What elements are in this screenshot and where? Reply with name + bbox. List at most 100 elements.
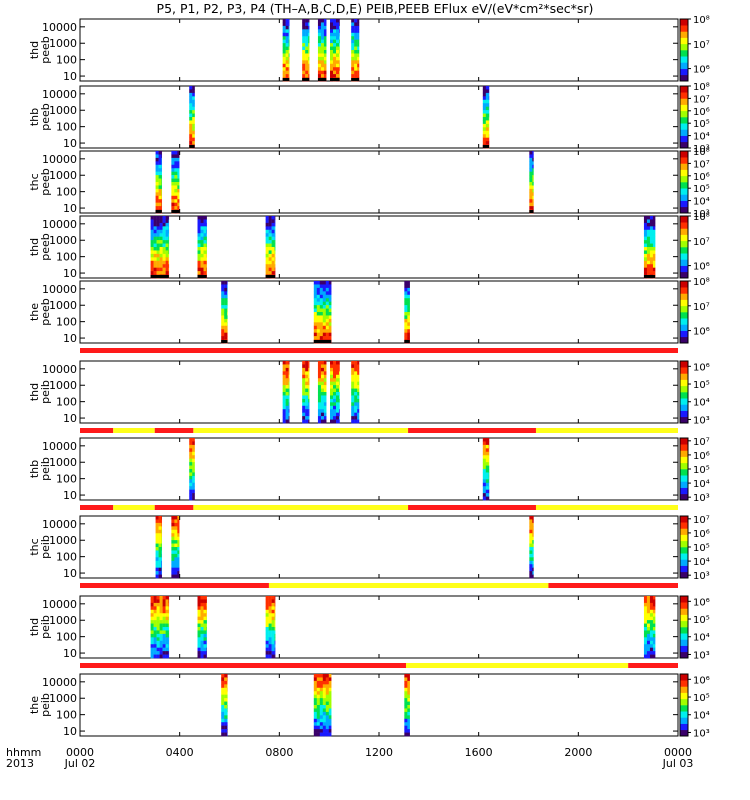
heatmap-cell [268,613,272,617]
heatmap-cell [268,229,272,234]
heatmap-cell [317,419,322,424]
heatmap-cell [265,627,269,631]
heatmap-cell [330,39,334,44]
heatmap-cell [153,640,157,645]
heatmap-cell [308,398,310,403]
heatmap-cell [404,308,408,313]
heatmap-cell [319,691,323,695]
heatmap-cell [156,253,160,258]
heatmap-cell [271,609,275,614]
y-tick-label: 10 [63,412,77,425]
heatmap-cell [177,522,180,527]
heatmap-cell [485,134,490,138]
heatmap-cell [156,654,160,659]
colorbar-swatch [680,444,688,451]
heatmap-cell [339,70,340,75]
heatmap-cell [192,458,195,463]
heatmap-cell [150,240,154,244]
heatmap-cell [320,32,325,37]
heatmap-cell [192,451,195,456]
heatmap-cell [285,63,289,68]
heatmap-cell [328,701,332,706]
heatmap-cell [174,192,178,197]
heatmap-cell [171,171,175,176]
heatmap-cell [288,381,290,386]
heatmap-cell [192,106,195,111]
heatmap-cell [285,19,289,23]
heatmap-cell [485,127,490,132]
heatmap-cell [271,226,275,231]
heatmap-cell [529,168,533,172]
heatmap-cell [162,271,166,275]
heatmap-cell [652,644,656,648]
heatmap-cell [224,711,228,716]
heatmap-cell [308,405,310,410]
heatmap-cell [224,674,228,678]
heatmap-cell [305,367,309,372]
heatmap-cell [407,329,410,333]
heatmap-cell [308,74,310,78]
heatmap-cell [285,32,289,37]
colorbar-swatch [680,571,688,579]
heatmap-cell [313,680,317,685]
heatmap-cell [313,698,317,702]
heatmap-cell [482,496,487,501]
heatmap-cell [325,308,329,313]
heatmap-cell [333,392,337,396]
heatmap-cell [224,694,228,699]
heatmap-cell [165,233,169,237]
heatmap-cell [165,250,169,255]
heatmap-cell [328,684,332,689]
x-tick-label: 2000 [564,746,592,759]
heatmap-cell [155,178,159,183]
heatmap-cell [156,613,160,617]
heatmap-cell [339,32,340,37]
y-tick-label: 10000 [42,598,77,611]
heatmap-cell [351,409,355,413]
heatmap-cell [271,264,275,268]
heatmap-cell [652,253,656,258]
heatmap-cell [330,50,334,54]
heatmap-cell [529,199,533,203]
heatmap-cell [308,381,310,386]
spectrogram-burst [155,151,163,214]
panel-frame [79,437,679,501]
heatmap-cell [282,43,286,47]
heatmap-cell [285,388,289,393]
heatmap-cell [189,103,193,107]
heatmap-cell [646,606,651,611]
heatmap-cell [336,29,340,34]
heatmap-cell [357,385,360,389]
heatmap-cell [203,613,207,617]
heatmap-cell [323,374,327,379]
heatmap-cell [316,301,320,306]
heatmap-cell [320,409,325,413]
heatmap-cell [155,151,159,155]
heatmap-cell [482,113,487,118]
heatmap-cell [354,412,358,417]
panel-ylabel-line2: peib [39,380,52,404]
heatmap-cell [357,43,360,47]
heatmap-cell [330,416,334,420]
heatmap-cell [274,633,276,638]
heatmap-cell [162,616,166,621]
heatmap-cell [323,419,327,424]
heatmap-cell [649,633,654,638]
heatmap-cell [482,441,487,446]
heatmap-cell [407,294,410,299]
heatmap-cell [156,226,160,231]
heatmap-cell [162,609,166,614]
heatmap-cell [271,620,275,624]
low-energy-band [171,210,180,213]
heatmap-cell [285,381,289,386]
heatmap-cell [308,374,310,379]
heatmap-cell [305,402,309,407]
colorbar-swatch [680,25,688,32]
heatmap-cell [162,216,166,220]
heatmap-cell [162,267,166,272]
heatmap-cell [274,647,276,652]
heatmap-cell [174,199,178,203]
heatmap-cell [339,385,340,389]
heatmap-cell [354,67,358,71]
spectrogram-burst [155,516,163,579]
